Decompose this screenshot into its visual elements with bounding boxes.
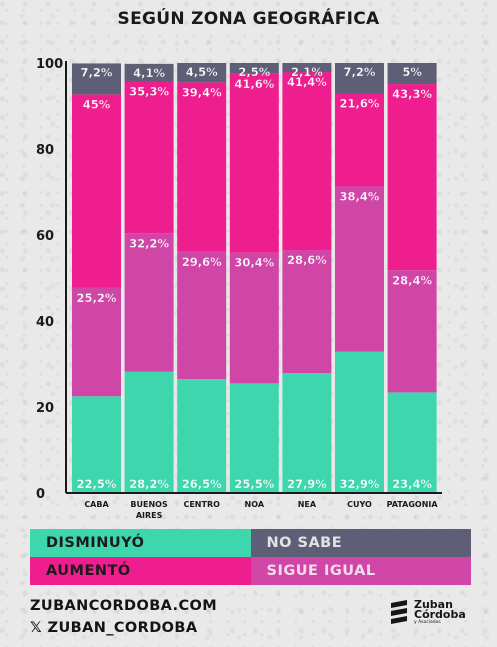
bar-segment bbox=[229, 252, 279, 384]
bar-segment bbox=[72, 94, 121, 288]
x-tick-label: AIRES bbox=[136, 511, 163, 520]
data-label: 28,6% bbox=[287, 253, 327, 267]
y-tick-label: 80 bbox=[36, 143, 54, 158]
data-label: 35,3% bbox=[129, 84, 169, 98]
data-label: 25,5% bbox=[234, 477, 274, 491]
bar-segment bbox=[229, 383, 279, 493]
data-label: 2,5% bbox=[238, 65, 270, 79]
x-tick-label: NOA bbox=[245, 500, 265, 509]
logo-line-2: Córdoba bbox=[414, 608, 466, 621]
data-label: 21,6% bbox=[340, 97, 380, 111]
logo-mark-icon bbox=[391, 600, 407, 624]
website-link[interactable]: ZUBANCORDOBA.COM bbox=[30, 598, 218, 614]
stacked-bar-chart: 0 20 40 60 80 100 22,5% 25,2% 45% 7,2% CABA 28,2% 32… bbox=[36, 57, 442, 520]
bar-segment bbox=[124, 81, 174, 234]
bar-segment bbox=[387, 270, 437, 393]
bar-segment bbox=[387, 84, 437, 271]
bar-segment bbox=[335, 63, 384, 94]
legend: DISMINUYÓ NO SABE AUMENTÓ SIGUE IGUAL bbox=[30, 529, 471, 585]
bar-segment bbox=[72, 63, 121, 95]
data-label: 32,2% bbox=[129, 236, 169, 250]
data-label: 26,5% bbox=[182, 477, 222, 491]
logo-line-1: Zuban bbox=[414, 598, 453, 611]
x-tick-label: BUENOS bbox=[130, 500, 168, 509]
data-label: 7,2% bbox=[344, 65, 376, 79]
data-label: 27,9% bbox=[287, 477, 327, 491]
data-label: 45% bbox=[83, 97, 111, 111]
data-label: 2,1% bbox=[291, 65, 323, 79]
footer-links: ZUBANCORDOBA.COM 𝕏 ZUBAN_CORDOBA bbox=[30, 595, 217, 639]
x-tick-label: PATAGONIA bbox=[387, 500, 439, 509]
y-tick-label: 100 bbox=[36, 57, 63, 72]
data-label: 43,3% bbox=[392, 87, 432, 101]
data-label: 23,4% bbox=[392, 477, 432, 491]
legend-item-sigue-igual: SIGUE IGUAL bbox=[250, 557, 471, 585]
bar-segment bbox=[387, 63, 437, 85]
legend-item-disminuyo: DISMINUYÓ bbox=[30, 529, 251, 557]
social-handle[interactable]: 𝕏 ZUBAN_CORDOBA bbox=[30, 620, 198, 636]
x-tick-label: CUYO bbox=[347, 500, 372, 509]
bar-segment bbox=[124, 371, 174, 493]
logo-wordmark: Zuban Córdoba y Asociados bbox=[414, 598, 466, 626]
data-label: 25,2% bbox=[77, 291, 117, 305]
x-tick-label: CABA bbox=[84, 500, 109, 509]
data-label: 29,6% bbox=[182, 255, 222, 269]
bar-segment bbox=[124, 233, 174, 372]
x-tick-label: NEA bbox=[298, 500, 317, 509]
bar-segment bbox=[229, 63, 279, 74]
y-tick-label: 0 bbox=[36, 487, 45, 502]
chart-title: SEGÚN ZONA GEOGRÁFICA bbox=[117, 9, 380, 29]
bar-segment bbox=[72, 287, 121, 397]
bar-segment bbox=[177, 82, 227, 252]
bar-segment bbox=[177, 63, 227, 83]
bar-segment bbox=[335, 351, 384, 493]
data-label: 28,2% bbox=[129, 477, 169, 491]
data-label: 4,1% bbox=[133, 66, 165, 80]
data-label: 32,9% bbox=[340, 477, 380, 491]
data-label: 7,2% bbox=[81, 65, 113, 79]
data-label: 41,6% bbox=[234, 77, 274, 91]
y-tick-label: 20 bbox=[36, 401, 54, 416]
bar-segment bbox=[177, 379, 227, 493]
legend-item-aumento: AUMENTÓ bbox=[30, 557, 251, 585]
bar-segment bbox=[335, 93, 384, 187]
data-label: 30,4% bbox=[234, 256, 274, 270]
bar-segment bbox=[229, 73, 279, 253]
bar-segment bbox=[177, 251, 227, 380]
data-label: 28,4% bbox=[392, 273, 432, 287]
data-label: 5% bbox=[402, 65, 422, 79]
brand-logo: Zuban Córdoba y Asociados bbox=[389, 599, 466, 627]
bar-segment bbox=[387, 392, 437, 493]
x-tick-label: CENTRO bbox=[183, 500, 220, 509]
bar-segment bbox=[282, 373, 332, 493]
y-tick-label: 40 bbox=[36, 315, 54, 330]
data-label: 41,4% bbox=[287, 75, 327, 89]
bar-segment bbox=[282, 72, 332, 251]
bar-segment bbox=[282, 250, 332, 374]
data-label: 22,5% bbox=[77, 477, 117, 491]
data-label: 4,5% bbox=[186, 65, 218, 79]
data-label: 38,4% bbox=[340, 189, 380, 203]
bar-segment bbox=[72, 396, 121, 493]
bar-segment bbox=[335, 186, 384, 352]
legend-item-no-sabe: NO SABE bbox=[250, 529, 471, 557]
bar-segment bbox=[124, 63, 174, 82]
logo-line-3: y Asociados bbox=[414, 620, 441, 625]
y-tick-label: 60 bbox=[36, 229, 54, 244]
data-label: 39,4% bbox=[182, 85, 222, 99]
bar-segment bbox=[282, 63, 332, 73]
